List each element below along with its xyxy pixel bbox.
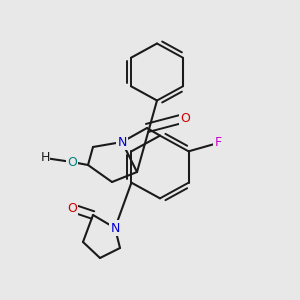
Text: N: N [110,221,120,235]
Text: O: O [180,112,190,124]
Text: F: F [214,136,222,149]
Text: O: O [67,202,77,214]
Text: N: N [117,136,127,148]
Text: H: H [40,152,50,164]
Text: O: O [67,155,77,169]
